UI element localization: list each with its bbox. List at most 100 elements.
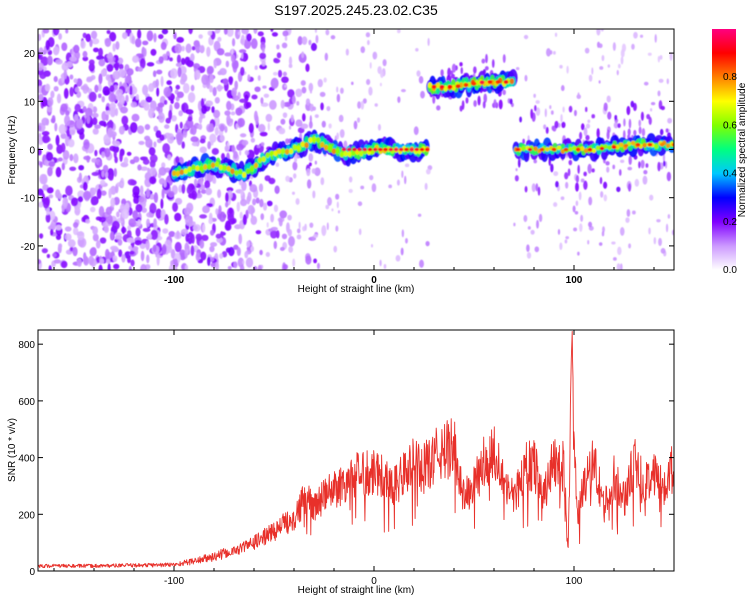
spectrogram-blob — [466, 81, 472, 88]
spectrogram-blob — [226, 114, 231, 126]
spectrogram-blob — [115, 41, 120, 50]
spectrogram-blob — [179, 78, 186, 85]
spectrogram-blob — [502, 89, 506, 96]
spectrogram-blob — [517, 158, 521, 168]
spectrogram-blob — [73, 78, 78, 84]
spectrogram-blob — [340, 87, 344, 94]
spectrogram-blob — [116, 211, 120, 218]
spectrogram-blob — [163, 99, 168, 105]
spectrogram-blob — [164, 124, 170, 129]
spectrogram-blob — [246, 195, 251, 205]
spectrogram-blob — [249, 165, 255, 172]
spectrogram-blob — [515, 168, 518, 172]
spectrogram-blob — [113, 167, 118, 177]
spectrogram-blob — [60, 260, 68, 269]
spectrogram-blob — [135, 227, 141, 237]
spectrogram-blob — [94, 124, 101, 129]
spectrogram-blob — [133, 156, 140, 163]
spectrogram-blob — [176, 36, 184, 43]
spectrogram-blob — [41, 117, 49, 126]
spectrogram-blob — [575, 182, 579, 192]
spectrogram-blob — [209, 133, 217, 143]
spectrogram-blob — [181, 183, 186, 194]
spectrogram-blob — [67, 138, 75, 148]
spectrogram-blob — [249, 184, 258, 193]
spectrogram-blob — [552, 50, 556, 55]
spectrogram-blob — [202, 223, 206, 233]
snr-axes: -100 0 100 0 200 400 600 800 — [18, 330, 674, 587]
spectrogram-blob — [605, 161, 610, 166]
spectrogram-blob — [187, 116, 193, 122]
spectrogram-blob — [190, 245, 195, 257]
spectrogram-blob — [209, 73, 214, 84]
spectrogram-blob — [95, 216, 103, 221]
spectrogram-blob — [98, 206, 105, 217]
spectrogram-blob — [140, 263, 147, 270]
spectrogram-blob — [305, 63, 310, 73]
spectrogram-blob — [226, 29, 234, 38]
spectrogram-blob — [48, 265, 52, 270]
spectrogram-blob — [270, 213, 275, 223]
spectrogram-blob — [78, 164, 85, 171]
spectrogram-blob — [217, 189, 222, 199]
spectrogram-blob — [297, 36, 303, 46]
spectrogram-blob — [148, 193, 156, 200]
spectrogram-blob — [667, 214, 671, 219]
spectrogram-blob — [308, 120, 313, 129]
spectrogram-blob — [247, 204, 255, 215]
spectrogram-blob — [599, 176, 603, 185]
spectrogram-blob — [647, 52, 652, 56]
spectrogram-blob — [650, 101, 656, 106]
spectrogram-blob — [230, 54, 236, 63]
spectrogram-blob — [106, 29, 111, 35]
spectrogram-blob — [602, 226, 605, 233]
spectrogram-blob — [45, 40, 50, 51]
spectrogram-blob — [88, 59, 95, 66]
spectrogram-blob — [55, 166, 62, 178]
spectrogram-blob — [296, 234, 302, 240]
spectrogram-blob — [619, 227, 625, 236]
spectrogram-blob — [523, 214, 528, 223]
spectrogram-blob — [88, 255, 94, 266]
spectrogram-blob — [67, 239, 76, 248]
spectrogram-blob — [100, 190, 107, 196]
spectrogram-blob — [101, 170, 105, 178]
spectrogram-blob — [579, 223, 583, 232]
spectrogram-blob — [359, 150, 364, 157]
spectrogram-blob — [101, 151, 106, 158]
spectrogram-blob — [95, 240, 101, 249]
spectrogram-blob — [308, 137, 313, 144]
spectrogram-blob — [413, 126, 419, 136]
spectrogram-blob — [93, 47, 99, 53]
spectrogram-blob — [195, 252, 201, 261]
spectrogram-blob — [119, 151, 123, 162]
spectrogram-blob — [224, 52, 232, 57]
spectrogram-blob — [625, 217, 630, 223]
snr-xlabel: Height of straight line (km) — [298, 585, 415, 596]
spectrogram-blob — [153, 125, 159, 133]
spectrogram-blob — [273, 150, 278, 157]
spectrogram-blob — [137, 125, 145, 135]
spectrogram-blob — [396, 179, 400, 186]
spectrogram-blob — [257, 156, 262, 163]
spectrogram-blob — [598, 43, 603, 49]
spectrogram-blob — [400, 89, 406, 93]
spectrogram-blob — [313, 233, 319, 238]
spectrogram-blob — [362, 98, 367, 104]
spectrogram-blob — [266, 200, 273, 207]
spectrogram-blob — [564, 172, 569, 180]
spectrogram-blob — [616, 69, 619, 76]
spectrogram-blob — [134, 239, 143, 246]
spectrogram-blob — [200, 189, 207, 194]
spectrogram-blob — [162, 143, 171, 154]
spectrogram-blob — [352, 147, 357, 152]
spectrogram-blob — [420, 90, 425, 99]
spectrogram-blob — [235, 107, 243, 116]
spectrogram-blob — [301, 86, 307, 94]
spectrogram-blob — [567, 168, 571, 177]
spectrogram-blob — [566, 65, 569, 74]
spectrogram-blob — [314, 160, 317, 165]
spectrogram-blob — [357, 101, 362, 109]
spectrogram-blob — [211, 106, 215, 114]
